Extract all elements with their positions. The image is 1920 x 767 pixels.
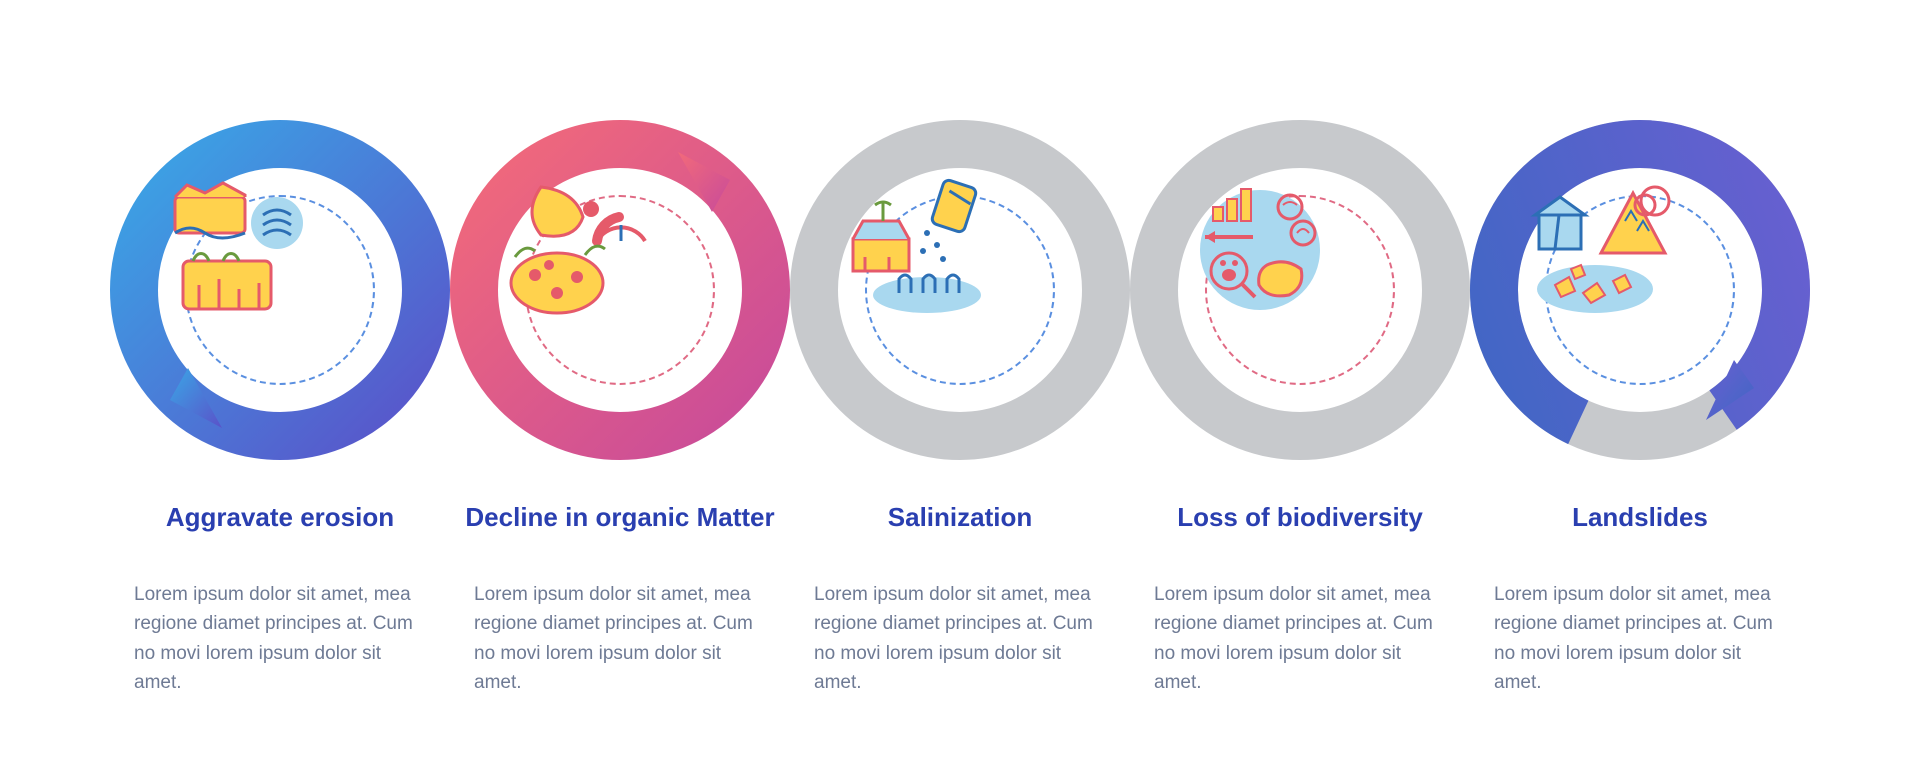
- step-title: Aggravate erosion: [148, 502, 412, 566]
- step-title: Decline in organic Matter: [447, 502, 792, 566]
- step-body: Lorem ipsum dolor sit amet, mea regione …: [778, 580, 1142, 698]
- step-salinization: Salinization Lorem ipsum dolor sit amet,…: [778, 120, 1142, 698]
- step-body: Lorem ipsum dolor sit amet, mea regione …: [1458, 580, 1822, 698]
- step-landslides: Landslides Lorem ipsum dolor sit amet, m…: [1458, 120, 1822, 698]
- step-title: Salinization: [870, 502, 1050, 566]
- step-biodiversity: Loss of biodiversity Lorem ipsum dolor s…: [1118, 120, 1482, 698]
- step-title: Landslides: [1554, 502, 1726, 566]
- step-body: Lorem ipsum dolor sit amet, mea regione …: [438, 580, 802, 698]
- ring-salinization: [790, 120, 1130, 460]
- step-organic: Decline in organic Matter Lorem ipsum do…: [438, 120, 802, 698]
- infographic-canvas: Aggravate erosion Lorem ipsum dolor sit …: [0, 0, 1920, 767]
- ring-biodiversity: [1130, 120, 1470, 460]
- ring-landslides: [1470, 120, 1810, 460]
- step-body: Lorem ipsum dolor sit amet, mea regione …: [1118, 580, 1482, 698]
- step-title: Loss of biodiversity: [1159, 502, 1441, 566]
- ring-erosion: [110, 120, 450, 460]
- step-erosion: Aggravate erosion Lorem ipsum dolor sit …: [98, 120, 462, 698]
- ring-organic: [450, 120, 790, 460]
- steps-row: Aggravate erosion Lorem ipsum dolor sit …: [0, 120, 1920, 698]
- step-body: Lorem ipsum dolor sit amet, mea regione …: [98, 580, 462, 698]
